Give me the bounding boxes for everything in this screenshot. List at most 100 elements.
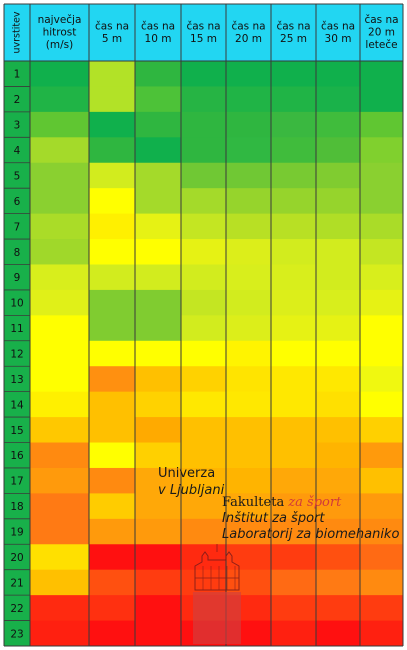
heatmap-cell (30, 86, 89, 113)
rank-label: 4 (14, 145, 21, 157)
heatmap-cell (316, 493, 360, 520)
watermark-faculty-suffix: za šport (287, 495, 342, 510)
heatmap-cell (316, 111, 360, 138)
grid-lines (3, 3, 404, 647)
column-header-label: čas na 20 m (231, 20, 265, 45)
rank-cell (4, 569, 30, 596)
heatmap-cell (360, 391, 403, 418)
heatmap-cells (30, 61, 403, 647)
heatmap-cell (226, 264, 271, 291)
heatmap-cell (271, 264, 316, 291)
heatmap-cell (316, 289, 360, 316)
rank-label: 13 (10, 374, 23, 386)
heatmap-cell (89, 213, 135, 240)
rank-cell (4, 391, 30, 418)
heatmap-cell (181, 111, 226, 138)
heatmap-cell (271, 544, 316, 571)
heatmap-cell (226, 518, 271, 545)
heatmap-cell (181, 239, 226, 265)
heatmap-cell (271, 188, 316, 215)
heatmap-cell (135, 518, 181, 545)
heatmap-cell (271, 86, 316, 113)
heatmap-cell (135, 467, 181, 494)
rank-label: 21 (10, 577, 23, 589)
heatmap-cell (89, 620, 135, 647)
rank-cell (4, 61, 30, 87)
heatmap-cell (89, 442, 135, 469)
heatmap-cell (226, 162, 271, 189)
heatmap-cell (271, 213, 316, 240)
heatmap-cell (89, 569, 135, 596)
rank-cell (4, 213, 30, 240)
heatmap-cell (316, 213, 360, 240)
heatmap-cell (89, 289, 135, 316)
heatmap-cell (316, 188, 360, 215)
heatmap-cell (30, 162, 89, 189)
heatmap-cell (181, 264, 226, 291)
heatmap-cell (360, 442, 403, 469)
rank-label: 22 (10, 603, 23, 615)
heatmap-cell (271, 366, 316, 393)
rank-cell (4, 264, 30, 290)
rank-label: 3 (14, 120, 21, 132)
rank-label: 8 (14, 247, 21, 259)
heatmap-cell (89, 111, 135, 138)
heatmap-cell (316, 340, 360, 367)
watermark-faculty-prefix: Fakulteta (222, 495, 288, 510)
heatmap-cell (181, 442, 226, 469)
heatmap-cell (226, 493, 271, 520)
rank-cell (4, 595, 30, 621)
rank-cell (4, 442, 30, 468)
heatmap-cell (30, 518, 89, 545)
column-header-label: čas na 25 m (276, 20, 310, 45)
watermark-faculty: Fakulteta za šport (222, 495, 342, 510)
heatmap-cell (135, 111, 181, 138)
heatmap-cell (30, 366, 89, 393)
heatmap-cell (181, 86, 226, 113)
heatmap-cell (30, 213, 89, 240)
heatmap-cell (360, 137, 403, 164)
heatmap-cell (135, 213, 181, 240)
heatmap-cell (181, 61, 226, 87)
heatmap-cell (226, 315, 271, 342)
heatmap-cell (226, 467, 271, 494)
heatmap-cell (316, 391, 360, 418)
heatmap-cell (271, 315, 316, 342)
rank-cell (4, 620, 30, 646)
heatmap-cell (226, 544, 271, 571)
heatmap-cell (181, 391, 226, 418)
heatmap-cell (30, 467, 89, 494)
rank-cell (4, 340, 30, 367)
heatmap-cell (181, 213, 226, 240)
heatmap-cell (316, 264, 360, 291)
heatmap-cell (89, 467, 135, 494)
heatmap-cell (135, 417, 181, 444)
heatmap-cell (271, 417, 316, 444)
heatmap-cell (271, 239, 316, 265)
heatmap-cell (226, 111, 271, 138)
rank-cell (4, 137, 30, 163)
heatmap-cell (316, 518, 360, 545)
heatmap-cell (271, 61, 316, 87)
rank-cell (4, 544, 30, 570)
heatmap-cell (30, 620, 89, 647)
rank-label: 14 (10, 399, 24, 411)
heatmap-cell (226, 417, 271, 444)
heatmap-cell (316, 595, 360, 622)
heatmap-cell (360, 315, 403, 342)
column-header-label: čas na 20 m leteče (364, 14, 398, 51)
heatmap-cell (30, 137, 89, 164)
heatmap-cell (181, 162, 226, 189)
heatmap-cell (89, 264, 135, 291)
heatmap-cell (30, 595, 89, 622)
heatmap-cell (89, 61, 135, 87)
heatmap-cell (360, 289, 403, 316)
heatmap-cell (271, 391, 316, 418)
heatmap-cell (30, 544, 89, 571)
heatmap-cell (360, 366, 403, 393)
heatmap-cell (30, 264, 89, 291)
heatmap-cell (360, 595, 403, 622)
watermark-institute: Inštitut za šport (222, 511, 325, 526)
heatmap-cell (135, 86, 181, 113)
heatmap-cell (226, 239, 271, 265)
